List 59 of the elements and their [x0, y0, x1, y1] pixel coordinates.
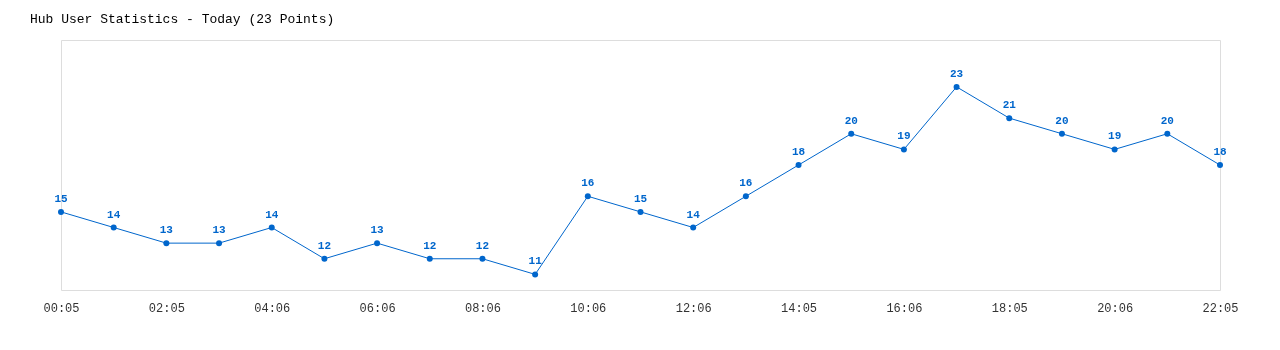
point — [1006, 115, 1013, 122]
x-tick-label: 00:05 — [43, 301, 80, 316]
point — [110, 224, 117, 231]
data-label: 12 — [423, 239, 437, 252]
x-tick-label: 14:05 — [781, 301, 818, 316]
x-tick-label: 10:06 — [570, 301, 607, 316]
point — [321, 255, 328, 262]
x-tick-label: 20:06 — [1097, 301, 1134, 316]
data-label: 18 — [791, 146, 806, 158]
point — [637, 208, 644, 215]
point — [1164, 130, 1171, 137]
point — [900, 146, 907, 153]
x-tick-label: 18:05 — [991, 301, 1028, 316]
data-label: 14 — [107, 208, 121, 221]
point — [216, 240, 223, 247]
point — [953, 83, 960, 90]
x-tick-label: 08:06 — [464, 301, 501, 316]
data-label: 23 — [949, 67, 964, 80]
data-label: 15 — [54, 192, 68, 205]
data-label: 20 — [844, 114, 858, 127]
data-label: 19 — [1108, 130, 1122, 143]
point — [848, 130, 855, 137]
data-label: 16 — [581, 177, 595, 190]
point — [58, 208, 64, 215]
data-label: 20 — [1160, 114, 1174, 127]
data-label: 18 — [1213, 146, 1227, 158]
point — [163, 240, 170, 247]
x-tick-label: 22:05 — [1202, 301, 1239, 316]
data-label: 15 — [633, 192, 648, 205]
chart-title: Hub User Statistics - Today (23 Points) — [30, 12, 335, 27]
point — [1058, 130, 1065, 137]
x-tick-label: 06:06 — [359, 301, 396, 316]
point — [584, 193, 591, 200]
data-label: 14 — [265, 208, 279, 221]
data-label: 12 — [317, 239, 332, 252]
data-label: 13 — [212, 224, 227, 237]
data-label: 12 — [475, 239, 490, 252]
data-label: 13 — [159, 224, 174, 237]
point — [690, 224, 697, 231]
x-tick-label: 02:05 — [148, 301, 185, 316]
data-label: 14 — [686, 208, 701, 221]
point — [532, 271, 539, 278]
x-tick-label: 12:06 — [675, 301, 712, 316]
point — [795, 162, 802, 168]
point — [268, 224, 275, 231]
x-tick-label: 04:06 — [254, 301, 291, 316]
point — [1111, 146, 1118, 153]
point — [426, 255, 433, 262]
data-label: 20 — [1055, 114, 1069, 127]
data-label: 11 — [528, 255, 543, 268]
data-label: 19 — [897, 130, 911, 143]
point — [374, 240, 381, 247]
data-label: 21 — [1002, 99, 1017, 112]
point — [479, 255, 486, 262]
point — [742, 193, 749, 200]
data-label: 13 — [370, 224, 385, 237]
x-tick-label: 16:06 — [886, 301, 923, 316]
point — [1217, 162, 1223, 168]
data-label: 16 — [739, 177, 753, 190]
